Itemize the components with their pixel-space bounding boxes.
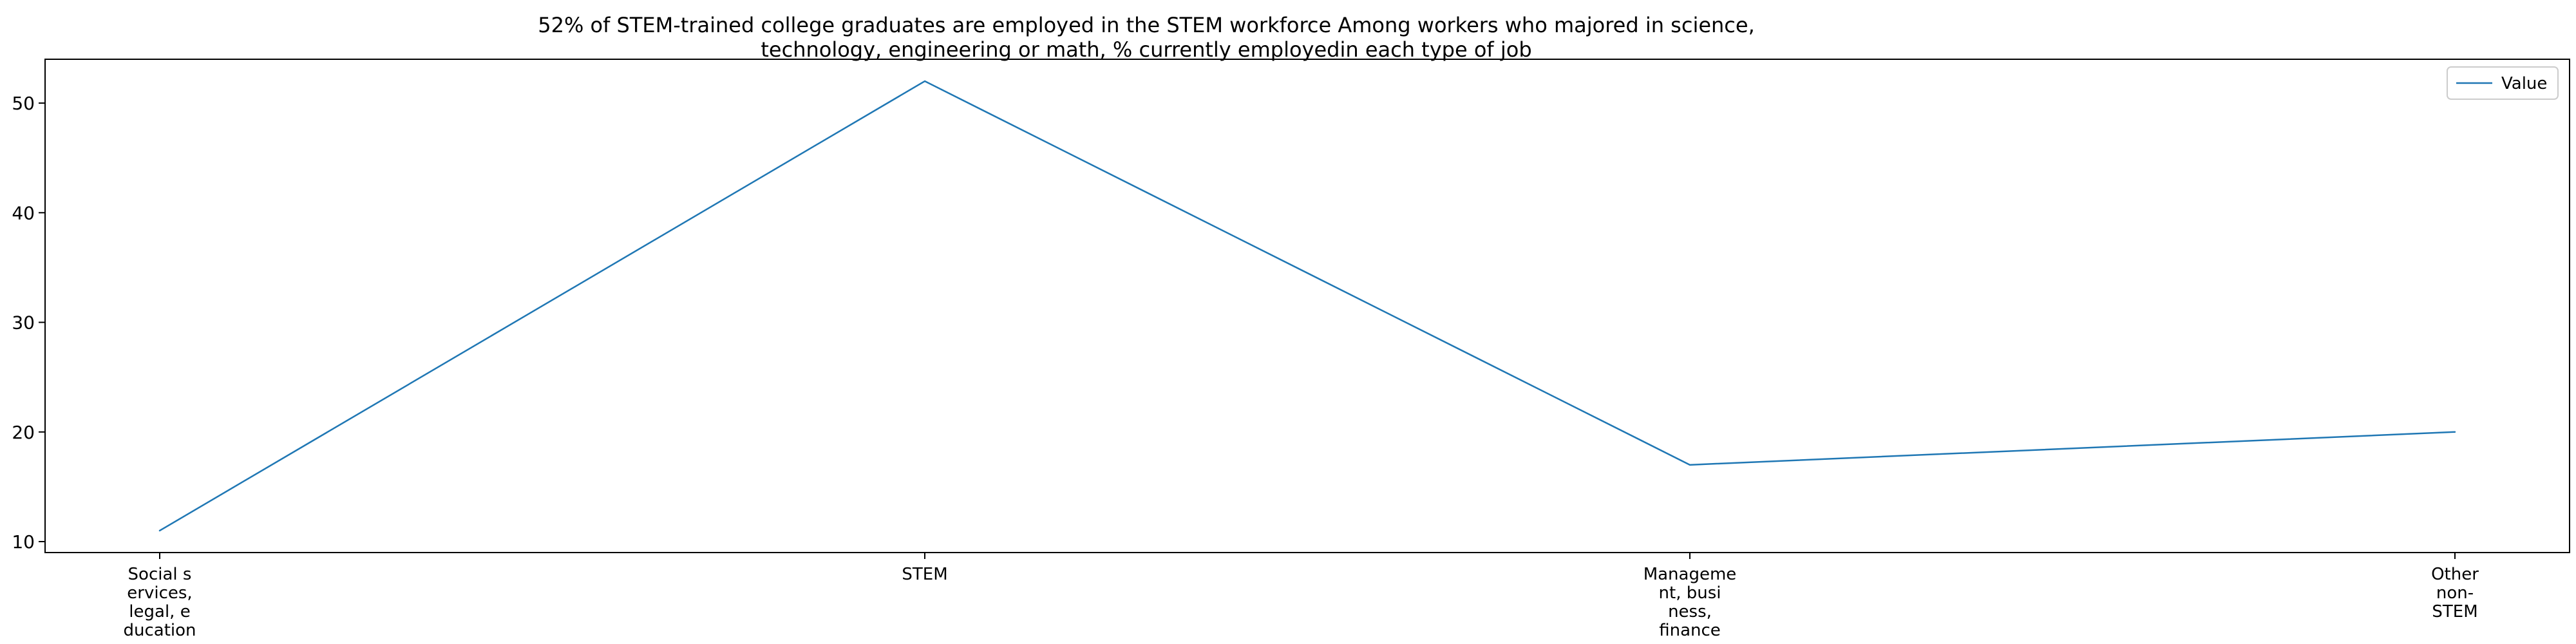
series-layer (158, 80, 2456, 532)
plot-frame (44, 59, 2570, 553)
legend-label: Value (2501, 74, 2547, 93)
chart-title: 52% of STEM-trained college graduates ar… (0, 13, 2293, 62)
x-tick-label-line: Manageme (1643, 565, 1737, 584)
chart-title-line-2: technology, engineering or math, % curre… (761, 37, 1532, 62)
legend: Value (2447, 66, 2559, 100)
x-tick-label-line: Social s (128, 565, 192, 584)
chart-title-line-1: 52% of STEM-trained college graduates ar… (538, 13, 1755, 37)
y-tick-label: 30 (12, 312, 35, 334)
plot-area (44, 59, 2570, 553)
x-tick-label-line: ducation (123, 621, 196, 640)
x-tick-label-line: nt, busi (1659, 583, 1721, 603)
x-tick-label-line: Other (2431, 565, 2479, 584)
x-tick-label-line: ness, (1668, 602, 1712, 621)
y-tick-label: 50 (12, 93, 35, 114)
y-axis: 10 20 30 40 50 (12, 93, 45, 553)
y-tick-label: 40 (12, 202, 35, 223)
y-tick-label: 20 (12, 422, 35, 443)
series-line (158, 80, 2456, 532)
x-tick-label-line: STEM (2432, 602, 2477, 621)
x-tick-label-line: finance (1659, 621, 1721, 640)
y-tick-label: 10 (12, 531, 35, 553)
x-tick-label: STEM (902, 565, 947, 584)
x-tick-label-line: STEM (902, 565, 947, 584)
legend-box (2447, 66, 2559, 100)
x-tick-label-line: ervices, (127, 583, 192, 603)
x-tick-label-line: non- (2436, 583, 2474, 603)
x-tick-label-line: legal, e (129, 602, 190, 621)
